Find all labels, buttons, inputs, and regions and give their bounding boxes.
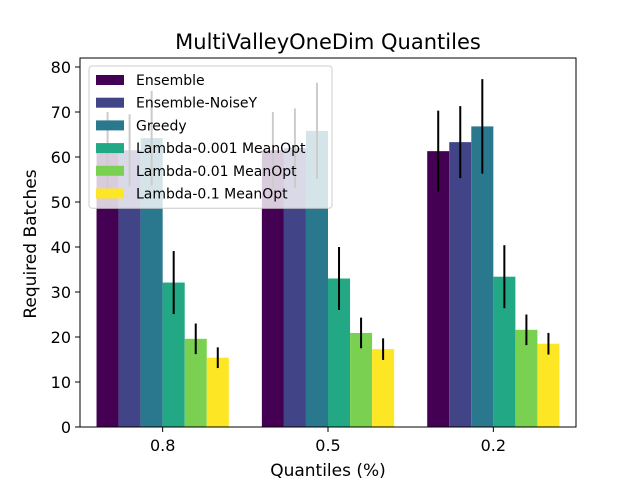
legend-box [88, 65, 333, 209]
bar [493, 276, 516, 427]
x-axis-label: Quantiles (%) [270, 461, 386, 480]
legend-swatch [96, 120, 124, 131]
y-axis-label: Required Batches [21, 169, 41, 318]
y-tick-label: 20 [51, 328, 71, 347]
bar [449, 142, 472, 427]
bar [162, 282, 185, 427]
legend-swatch [96, 165, 124, 176]
legend-swatch [96, 188, 124, 199]
legend-swatch [96, 75, 124, 85]
x-tick-label: 0.2 [481, 436, 506, 455]
y-tick-label: 0 [61, 418, 71, 437]
y-tick-label: 70 [51, 103, 71, 122]
bar [515, 329, 538, 427]
bar [261, 150, 284, 427]
y-tick-label: 80 [51, 58, 71, 77]
bar [184, 338, 207, 427]
bar [350, 332, 373, 427]
x-tick-label: 0.8 [150, 436, 175, 455]
y-tick-label: 10 [51, 373, 71, 392]
legend-swatch [96, 143, 124, 154]
legend-swatch [96, 97, 124, 108]
x-tick-label: 0.5 [315, 436, 340, 455]
bar [283, 148, 306, 427]
y-tick-label: 50 [51, 193, 71, 212]
legend: Ensemble Ensemble-NoiseY Greedy Lambda-0.00… [88, 65, 333, 209]
legend-label: Lambda-0.01 MeanOpt [136, 164, 297, 180]
axes: 0 10 20 30 40 50 60 70 80 0.8 0.5 0.2 [51, 57, 577, 455]
bar [140, 138, 163, 427]
y-tick-label: 30 [51, 283, 71, 302]
legend-label: Greedy [136, 118, 187, 134]
y-tick-label: 40 [51, 238, 71, 257]
legend-label: Ensemble [136, 73, 205, 89]
y-tick-label: 60 [51, 148, 71, 167]
legend-label: Ensemble-NoiseY [136, 96, 258, 112]
bar [372, 349, 395, 427]
legend-label: Lambda-0.1 MeanOpt [136, 187, 288, 203]
chart-title: MultiValleyOneDim Quantiles [175, 30, 481, 54]
bar [118, 150, 141, 427]
bar [427, 151, 450, 427]
bar [96, 150, 119, 427]
bar [328, 278, 351, 427]
bar [206, 357, 229, 427]
plot-area [96, 79, 560, 428]
bar [537, 343, 560, 427]
legend-label: Lambda-0.001 MeanOpt [136, 141, 306, 157]
bar [471, 126, 494, 428]
